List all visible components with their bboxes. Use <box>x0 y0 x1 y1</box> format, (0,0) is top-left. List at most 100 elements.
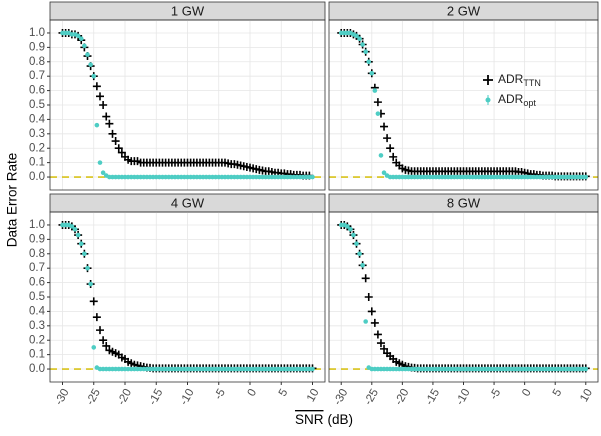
point-marker <box>354 241 359 246</box>
point-marker <box>348 226 353 232</box>
point-marker <box>85 265 90 271</box>
x-tick-label: 0 <box>520 387 534 399</box>
legend-subscript: opt <box>523 98 536 108</box>
x-tick-label: -20 <box>393 387 412 407</box>
x-tick-label: -15 <box>147 387 166 407</box>
point-marker <box>357 251 362 257</box>
point-marker <box>75 33 81 39</box>
facet-title: 1 GW <box>171 3 205 18</box>
panel-border <box>49 211 326 383</box>
y-tick-label: 1.0 <box>29 27 45 39</box>
y-tick-label: 0.9 <box>29 233 45 245</box>
point-marker <box>360 263 365 268</box>
panel-border <box>49 19 326 191</box>
point-marker <box>85 52 90 57</box>
y-tick-label: 0.2 <box>29 334 45 346</box>
y-tick-label: 0.1 <box>29 349 45 361</box>
point-marker <box>354 33 359 39</box>
plus-marker <box>373 330 382 339</box>
plus-marker <box>373 98 382 107</box>
legend-label: ADRTTN <box>498 72 541 88</box>
x-tick-label: 10 <box>305 387 322 404</box>
legend-key <box>483 75 493 85</box>
plus-marker <box>105 119 114 128</box>
legend-subscript: TTN <box>523 78 541 88</box>
x-tick-label: -10 <box>178 387 197 407</box>
point-marker <box>82 43 87 49</box>
plus-marker <box>111 137 120 146</box>
y-tick-label: 0.0 <box>29 363 45 375</box>
y-tick-label: 0.5 <box>29 291 45 303</box>
point-marker <box>357 36 362 42</box>
x-tick-label: 5 <box>277 387 291 399</box>
x-axis-label-main: SNR <box>295 412 324 427</box>
y-tick-label: 0.6 <box>29 85 45 97</box>
plus-marker <box>92 82 101 91</box>
point-marker <box>72 226 78 232</box>
plus-marker <box>376 339 385 348</box>
plus-marker <box>99 336 108 345</box>
point-marker <box>78 241 84 246</box>
point-marker <box>583 174 589 180</box>
plus-marker <box>102 341 111 350</box>
y-tick-label: 0.8 <box>29 248 45 260</box>
x-tick-label: -30 <box>53 387 72 407</box>
plus-marker <box>380 344 389 353</box>
x-tick-label: -10 <box>454 387 473 407</box>
point-marker <box>100 170 106 176</box>
plus-marker <box>114 144 123 153</box>
legend-label: ADRopt <box>498 92 536 108</box>
x-tick-label: -25 <box>84 387 103 407</box>
point-marker <box>82 251 87 257</box>
x-tick-label: 10 <box>578 387 595 404</box>
plus-marker <box>117 148 126 157</box>
point-marker <box>381 170 387 176</box>
plus-marker <box>361 274 370 283</box>
x-tick-label: -30 <box>332 387 351 407</box>
y-tick-label: 0.4 <box>29 113 46 125</box>
point-marker <box>363 49 368 54</box>
plus-marker <box>364 293 373 301</box>
point-marker <box>88 62 93 67</box>
plus-marker <box>383 134 392 143</box>
point-marker <box>94 122 100 128</box>
plus-marker <box>96 326 104 335</box>
point-marker <box>360 42 365 47</box>
y-tick-label: 0.9 <box>29 41 45 53</box>
point-marker <box>91 345 97 350</box>
plus-marker <box>99 101 108 109</box>
plus-marker <box>386 144 395 153</box>
y-tick-label: 1.0 <box>29 219 45 231</box>
plus-marker <box>96 92 104 101</box>
point-marker <box>375 111 381 116</box>
plus-marker <box>367 307 376 316</box>
y-axis-label: Data Error Rate <box>5 153 20 248</box>
point-marker <box>378 153 384 158</box>
y-tick-label: 0.3 <box>29 320 45 332</box>
x-tick-label: -15 <box>423 387 442 407</box>
plus-marker <box>92 313 101 322</box>
x-tick-label: -20 <box>116 387 135 407</box>
point-marker <box>97 160 103 165</box>
point-marker <box>75 232 81 238</box>
x-tick-label: 0 <box>246 387 260 399</box>
point-marker <box>88 281 93 287</box>
plus-marker <box>389 152 398 161</box>
y-tick-label: 0.2 <box>29 142 45 154</box>
plus-marker <box>370 318 379 327</box>
point-marker <box>369 71 375 76</box>
facet-title: 2 GW <box>447 3 481 18</box>
y-tick-label: 0.3 <box>29 128 45 140</box>
y-tick-label: 0.7 <box>29 262 45 274</box>
point-marker <box>345 224 350 229</box>
legend-key <box>485 97 491 103</box>
y-tick-label: 0.7 <box>29 70 45 82</box>
legend-name: ADR <box>498 92 524 106</box>
y-tick-label: 0.6 <box>29 277 45 289</box>
point-marker <box>91 73 97 79</box>
x-axis-label: SNR (dB) <box>295 412 353 427</box>
plus-marker <box>380 122 389 131</box>
plus-marker <box>108 129 117 138</box>
